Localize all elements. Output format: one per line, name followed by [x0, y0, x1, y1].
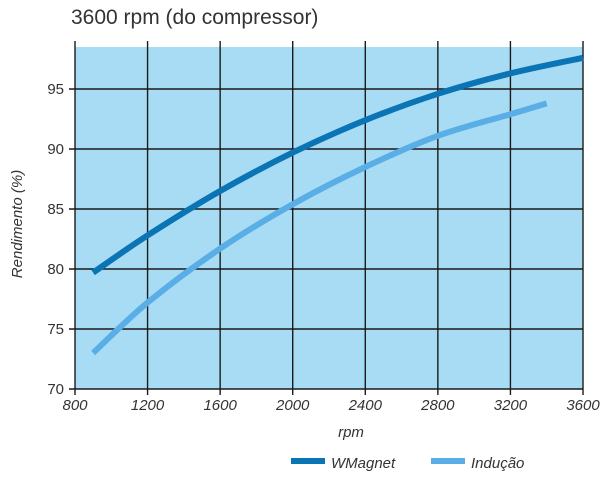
y-tick-label: 95	[47, 81, 64, 98]
plot-area	[75, 47, 583, 389]
series-line-wmagnet	[91, 54, 584, 276]
x-tick-label: 1600	[203, 397, 237, 414]
x-tick-label: 2000	[275, 397, 310, 414]
x-axis-label: rpm	[338, 424, 364, 441]
y-axis-label: Rendimento (%)	[9, 170, 26, 278]
x-tick-label: 800	[62, 397, 88, 414]
x-tick-label: 2400	[348, 397, 383, 414]
x-tick-label: 3200	[494, 397, 528, 414]
y-tick-label: 80	[47, 261, 64, 278]
x-tick-label: 1200	[131, 397, 165, 414]
y-tick-label: 75	[47, 321, 64, 338]
chart-title: 3600 rpm (do compressor)	[71, 6, 319, 29]
series-line-inducao	[91, 100, 548, 356]
x-tick-label: 2800	[420, 397, 455, 414]
legend-label: Indução	[471, 455, 524, 472]
y-tick-label: 90	[47, 141, 64, 158]
y-tick-label: 85	[47, 201, 64, 218]
legend-label: WMagnet	[331, 455, 396, 472]
x-tick-label: 3600	[566, 397, 600, 414]
y-tick-label: 70	[47, 381, 64, 398]
